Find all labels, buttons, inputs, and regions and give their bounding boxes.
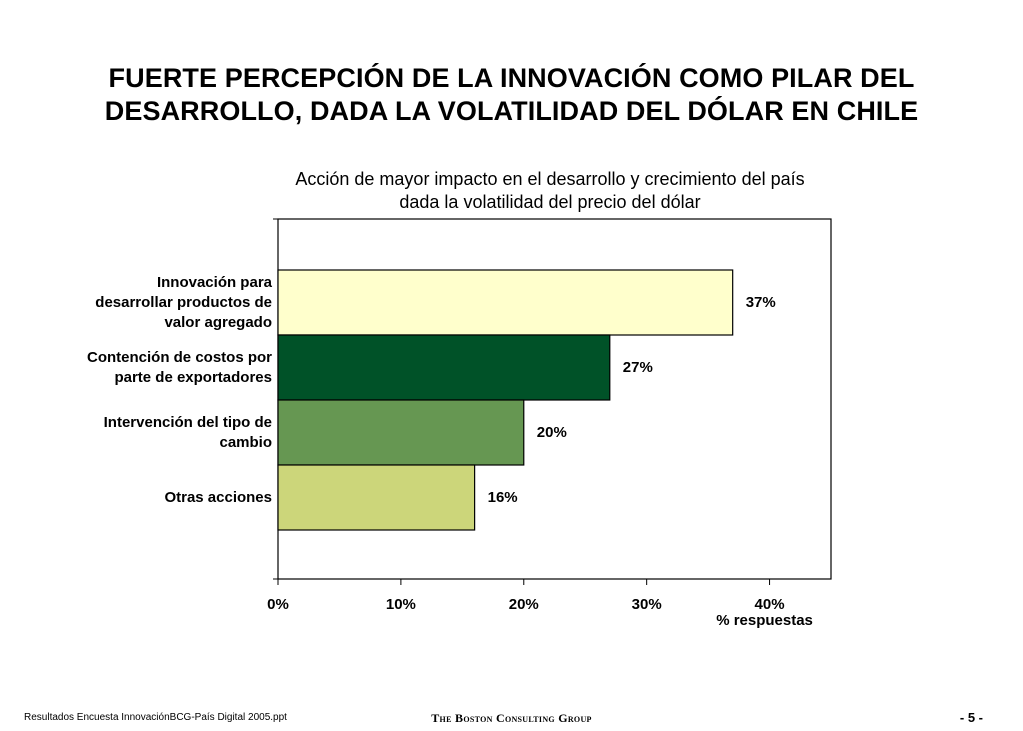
slide-title-line-2: DESARROLLO, DADA LA VOLATILIDAD DEL DÓLA… (104, 96, 919, 126)
category-label-line: desarrollar productos de (95, 293, 272, 311)
bar (277, 334, 611, 401)
bar (277, 399, 525, 466)
x-tick-label: 10% (386, 596, 416, 613)
data-label: 27% (623, 359, 653, 376)
x-tick-label: 40% (755, 596, 785, 613)
category-label: Contención de costos por parte de exporta… (42, 348, 272, 388)
category-label: Intervención del tipo de cambio (42, 413, 272, 453)
bar (277, 269, 734, 336)
data-label: 37% (746, 294, 776, 311)
category-label: Otras acciones (42, 488, 272, 508)
category-label-line: Intervención del tipo de (103, 413, 272, 431)
bar (277, 464, 476, 531)
category-label-line: valor agregado (164, 313, 272, 331)
x-tick-label: 30% (632, 596, 662, 613)
x-tick-label: 20% (509, 596, 539, 613)
chart-title: Acción de mayor impacto en el desarrollo… (200, 168, 900, 214)
x-tick-label: 0% (267, 596, 289, 613)
x-axis-label: % respuestas (716, 612, 813, 629)
data-label: 16% (488, 489, 518, 506)
category-label-line: parte de exportadores (114, 368, 272, 386)
category-label-line: Otras acciones (164, 488, 272, 506)
chart-title-line-2: dada la volatilidad del precio del dólar (399, 192, 701, 212)
category-label-line: Contención de costos por (86, 348, 272, 366)
data-label: 20% (537, 424, 567, 441)
slide-title-line-1: FUERTE PERCEPCIÓN DE LA INNOVACIÓN COMO … (108, 63, 915, 93)
category-label-line: Innovación para (156, 273, 272, 291)
footer-source: Resultados Encuesta InnovaciónBCG-País D… (24, 712, 287, 723)
chart-title-line-1: Acción de mayor impacto en el desarrollo… (295, 169, 805, 189)
footer-company: The Boston Consulting Group (431, 711, 592, 725)
footer-page-number: - 5 - (959, 710, 983, 725)
category-label-line: cambio (219, 433, 272, 451)
category-label: Innovación para desarrollar productos de v… (42, 273, 272, 333)
slide-title: FUERTE PERCEPCIÓN DE LA INNOVACIÓN COMO … (0, 62, 1023, 128)
